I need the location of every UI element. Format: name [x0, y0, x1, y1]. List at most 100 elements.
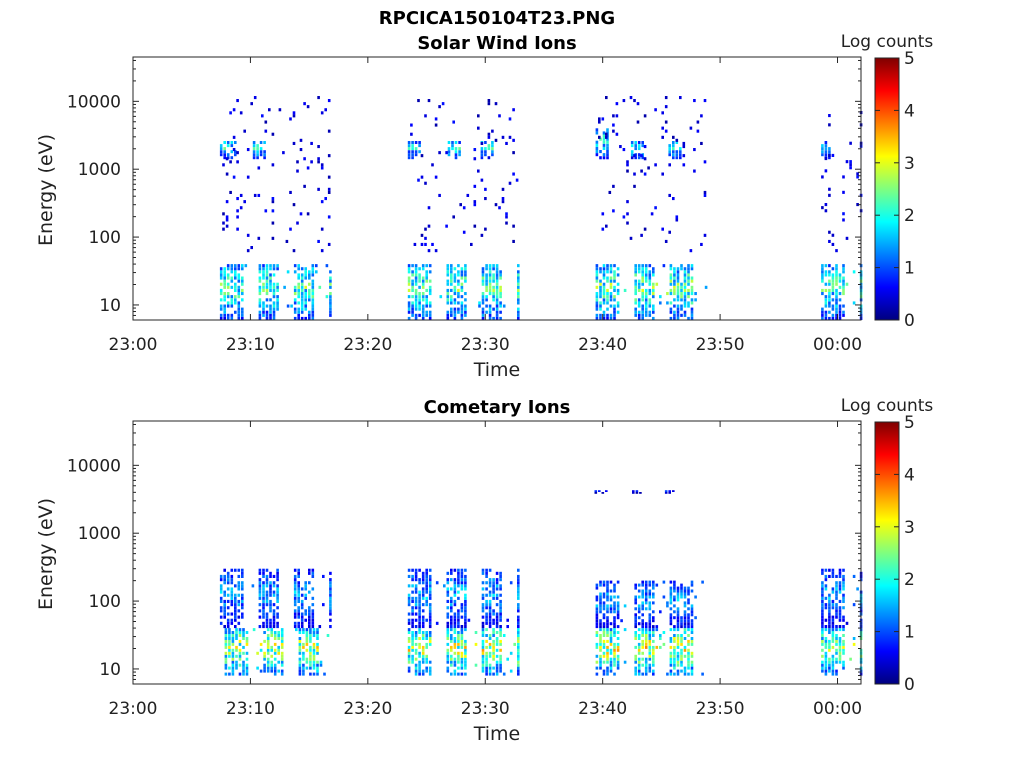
spectrogram-cell: [835, 628, 838, 632]
spectrogram-cell: [673, 625, 676, 629]
spectrogram-cell: [297, 295, 300, 299]
spectrogram-cell: [838, 276, 842, 280]
spectrogram-cell: [633, 184, 636, 188]
spectrogram-cell: [492, 267, 495, 271]
spectrogram-cell: [485, 672, 488, 676]
spectrogram-cell: [434, 123, 438, 127]
spectrogram-cell: [329, 596, 332, 600]
spectrogram-cell: [824, 304, 828, 308]
spectrogram-cell: [856, 172, 859, 176]
spectrogram-cell: [421, 593, 425, 597]
spectrogram-cell: [602, 642, 606, 646]
spectrogram-cell: [272, 292, 276, 296]
spectrogram-cell: [821, 634, 824, 637]
spectrogram-cell: [420, 154, 424, 158]
spectrogram-cell: [499, 304, 502, 308]
spectrogram-cell: [680, 267, 683, 271]
spectrogram-cell: [821, 307, 824, 311]
spectrogram-cell: [634, 654, 637, 658]
spectrogram-cell: [425, 304, 428, 308]
spectrogram-cell: [458, 147, 461, 151]
spectrogram-cell: [421, 285, 425, 289]
spectrogram-cell: [602, 580, 606, 584]
spectrogram-cell: [226, 618, 230, 622]
spectrogram-cell: [838, 651, 842, 655]
spectrogram-cell: [599, 595, 602, 599]
spectrogram-cell: [488, 590, 492, 594]
spectrogram-cell: [266, 645, 270, 649]
spectrogram-cell: [407, 669, 411, 673]
spectrogram-cell: [276, 587, 279, 591]
spectrogram-cell: [262, 574, 265, 578]
spectrogram-cell: [219, 292, 223, 296]
spectrogram-cell: [689, 126, 693, 130]
spectrogram-cell: [613, 672, 616, 676]
spectrogram-cell: [425, 631, 428, 634]
spectrogram-cell: [462, 230, 466, 234]
spectrogram-cell: [613, 583, 616, 587]
spectrogram-cell: [450, 264, 453, 268]
spectrogram-cell: [407, 150, 411, 154]
spectrogram-cell: [263, 657, 266, 661]
spectrogram-cell: [668, 147, 671, 151]
spectrogram-cell: [272, 304, 276, 308]
spectrogram-cell: [838, 581, 842, 585]
spectrogram-cell: [683, 313, 687, 317]
spectrogram-cell: [311, 625, 315, 629]
spectrogram-cell: [626, 163, 629, 167]
spectrogram-cell: [488, 292, 492, 296]
spectrogram-cell: [669, 595, 673, 599]
spectrogram-cell: [517, 581, 520, 585]
spectrogram-cell: [270, 648, 273, 652]
spectrogram-cell: [418, 603, 421, 607]
spectrogram-cell: [329, 571, 332, 575]
spectrogram-cell: [499, 599, 502, 603]
spectrogram-cell: [446, 654, 450, 658]
spectrogram-cell: [488, 264, 492, 268]
spectrogram-cell: [226, 295, 230, 299]
spectrogram-cell: [411, 609, 414, 613]
spectrogram-cell: [693, 148, 696, 152]
spectrogram-cell: [492, 631, 495, 634]
spectrogram-cell: [266, 663, 270, 667]
spectrogram-cell: [258, 304, 262, 308]
spectrogram-cell: [828, 114, 831, 118]
spectrogram-cell: [637, 147, 641, 151]
spectrogram-cell: [223, 568, 226, 572]
spectrogram-cell: [606, 589, 609, 593]
spectrogram-cell: [652, 631, 655, 634]
spectrogram-cell: [320, 200, 324, 204]
spectrogram-cell: [311, 568, 315, 572]
spectrogram-cell: [219, 590, 223, 594]
spectrogram-cell: [835, 316, 838, 320]
spectrogram-cell: [425, 654, 428, 658]
spectrogram-cell: [266, 634, 270, 637]
spectrogram-cell: [485, 618, 488, 622]
spectrogram-cell: [280, 642, 284, 646]
spectrogram-cell: [413, 242, 417, 246]
spectrogram-cell: [276, 304, 279, 308]
spectrogram-cell: [488, 654, 492, 658]
spectrogram-cell: [613, 307, 616, 311]
spectrogram-cell: [831, 307, 835, 311]
spectrogram-cell: [428, 660, 432, 664]
spectrogram-cell: [828, 574, 831, 578]
spectrogram-cell: [673, 657, 676, 661]
spectrogram-cell: [644, 267, 648, 271]
spectrogram-cell: [230, 298, 234, 302]
spectrogram-cell: [487, 144, 491, 148]
spectrogram-cell: [226, 606, 230, 610]
spectrogram-cell: [460, 663, 464, 667]
spectrogram-cell: [488, 634, 492, 637]
spectrogram-cell: [464, 654, 467, 658]
spectrogram-cell: [676, 634, 680, 637]
spectrogram-cell: [666, 601, 669, 605]
spectrogram-cell: [634, 595, 637, 599]
spectrogram-cell: [457, 631, 460, 634]
spectrogram-cell: [669, 267, 673, 271]
spectrogram-cell: [305, 637, 309, 640]
spectrogram-cell: [609, 637, 613, 640]
spectrogram-cell: [609, 316, 613, 320]
spectrogram-cell: [464, 313, 467, 317]
spectrogram-cell: [679, 96, 682, 100]
